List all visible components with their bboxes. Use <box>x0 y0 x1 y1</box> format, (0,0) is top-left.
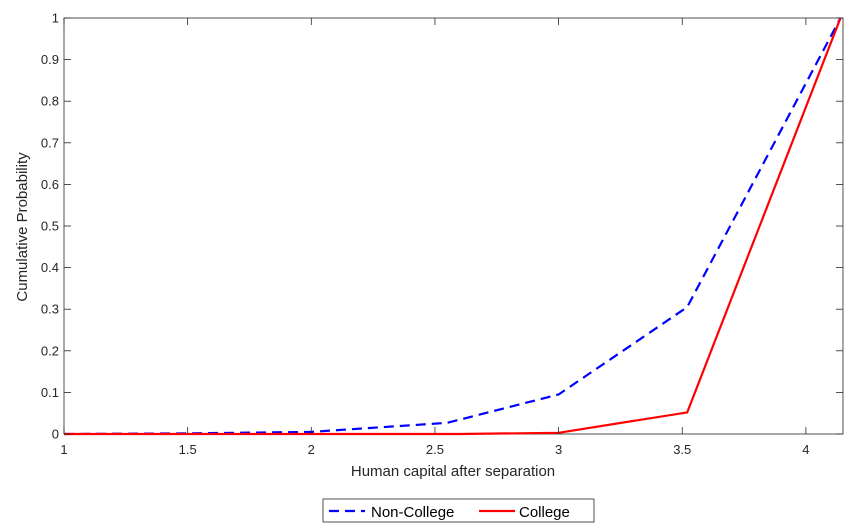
series-line-college <box>64 17 842 436</box>
y-tick-label: 0.6 <box>41 177 59 192</box>
legend-label: Non-College <box>371 504 454 521</box>
y-tick-label: 1 <box>52 11 59 26</box>
y-tick-label: 0.9 <box>41 52 59 67</box>
y-tick-label: 0.7 <box>41 135 59 150</box>
x-axis-label: Human capital after separation <box>351 463 555 480</box>
series-layer <box>63 17 842 436</box>
y-tick-label: 0.8 <box>41 94 59 109</box>
x-tick-label: 1.5 <box>179 442 197 457</box>
legend-box <box>322 498 595 523</box>
plot-frame <box>63 17 844 435</box>
legend-label: College <box>519 504 570 521</box>
y-tick-label: 0.4 <box>41 260 59 275</box>
x-tick-label: 4 <box>802 442 809 457</box>
plot-area <box>63 17 844 435</box>
x-tick-label: 3.5 <box>673 442 691 457</box>
x-tick-label: 2.5 <box>426 442 444 457</box>
y-axis-label: Cumulative Probability <box>14 152 31 302</box>
y-tick-label: 0.5 <box>41 219 59 234</box>
y-tick-label: 0.3 <box>41 302 59 317</box>
y-tick-label: 0.1 <box>41 385 59 400</box>
series-line-non-college <box>63 17 842 436</box>
x-tick-label: 2 <box>308 442 315 457</box>
y-tick-label: 0.2 <box>41 343 59 358</box>
y-tick-label: 0 <box>52 427 59 442</box>
ticks-layer: 1 1.5 2 2.5 3 3.5 4 0 0.1 0.2 0.3 0.4 0.5 0.6 0.7 0.8 0.… <box>41 11 843 457</box>
x-tick-label: 1 <box>60 442 67 457</box>
legend: Non-College College <box>322 498 595 523</box>
x-tick-label: 3 <box>555 442 562 457</box>
